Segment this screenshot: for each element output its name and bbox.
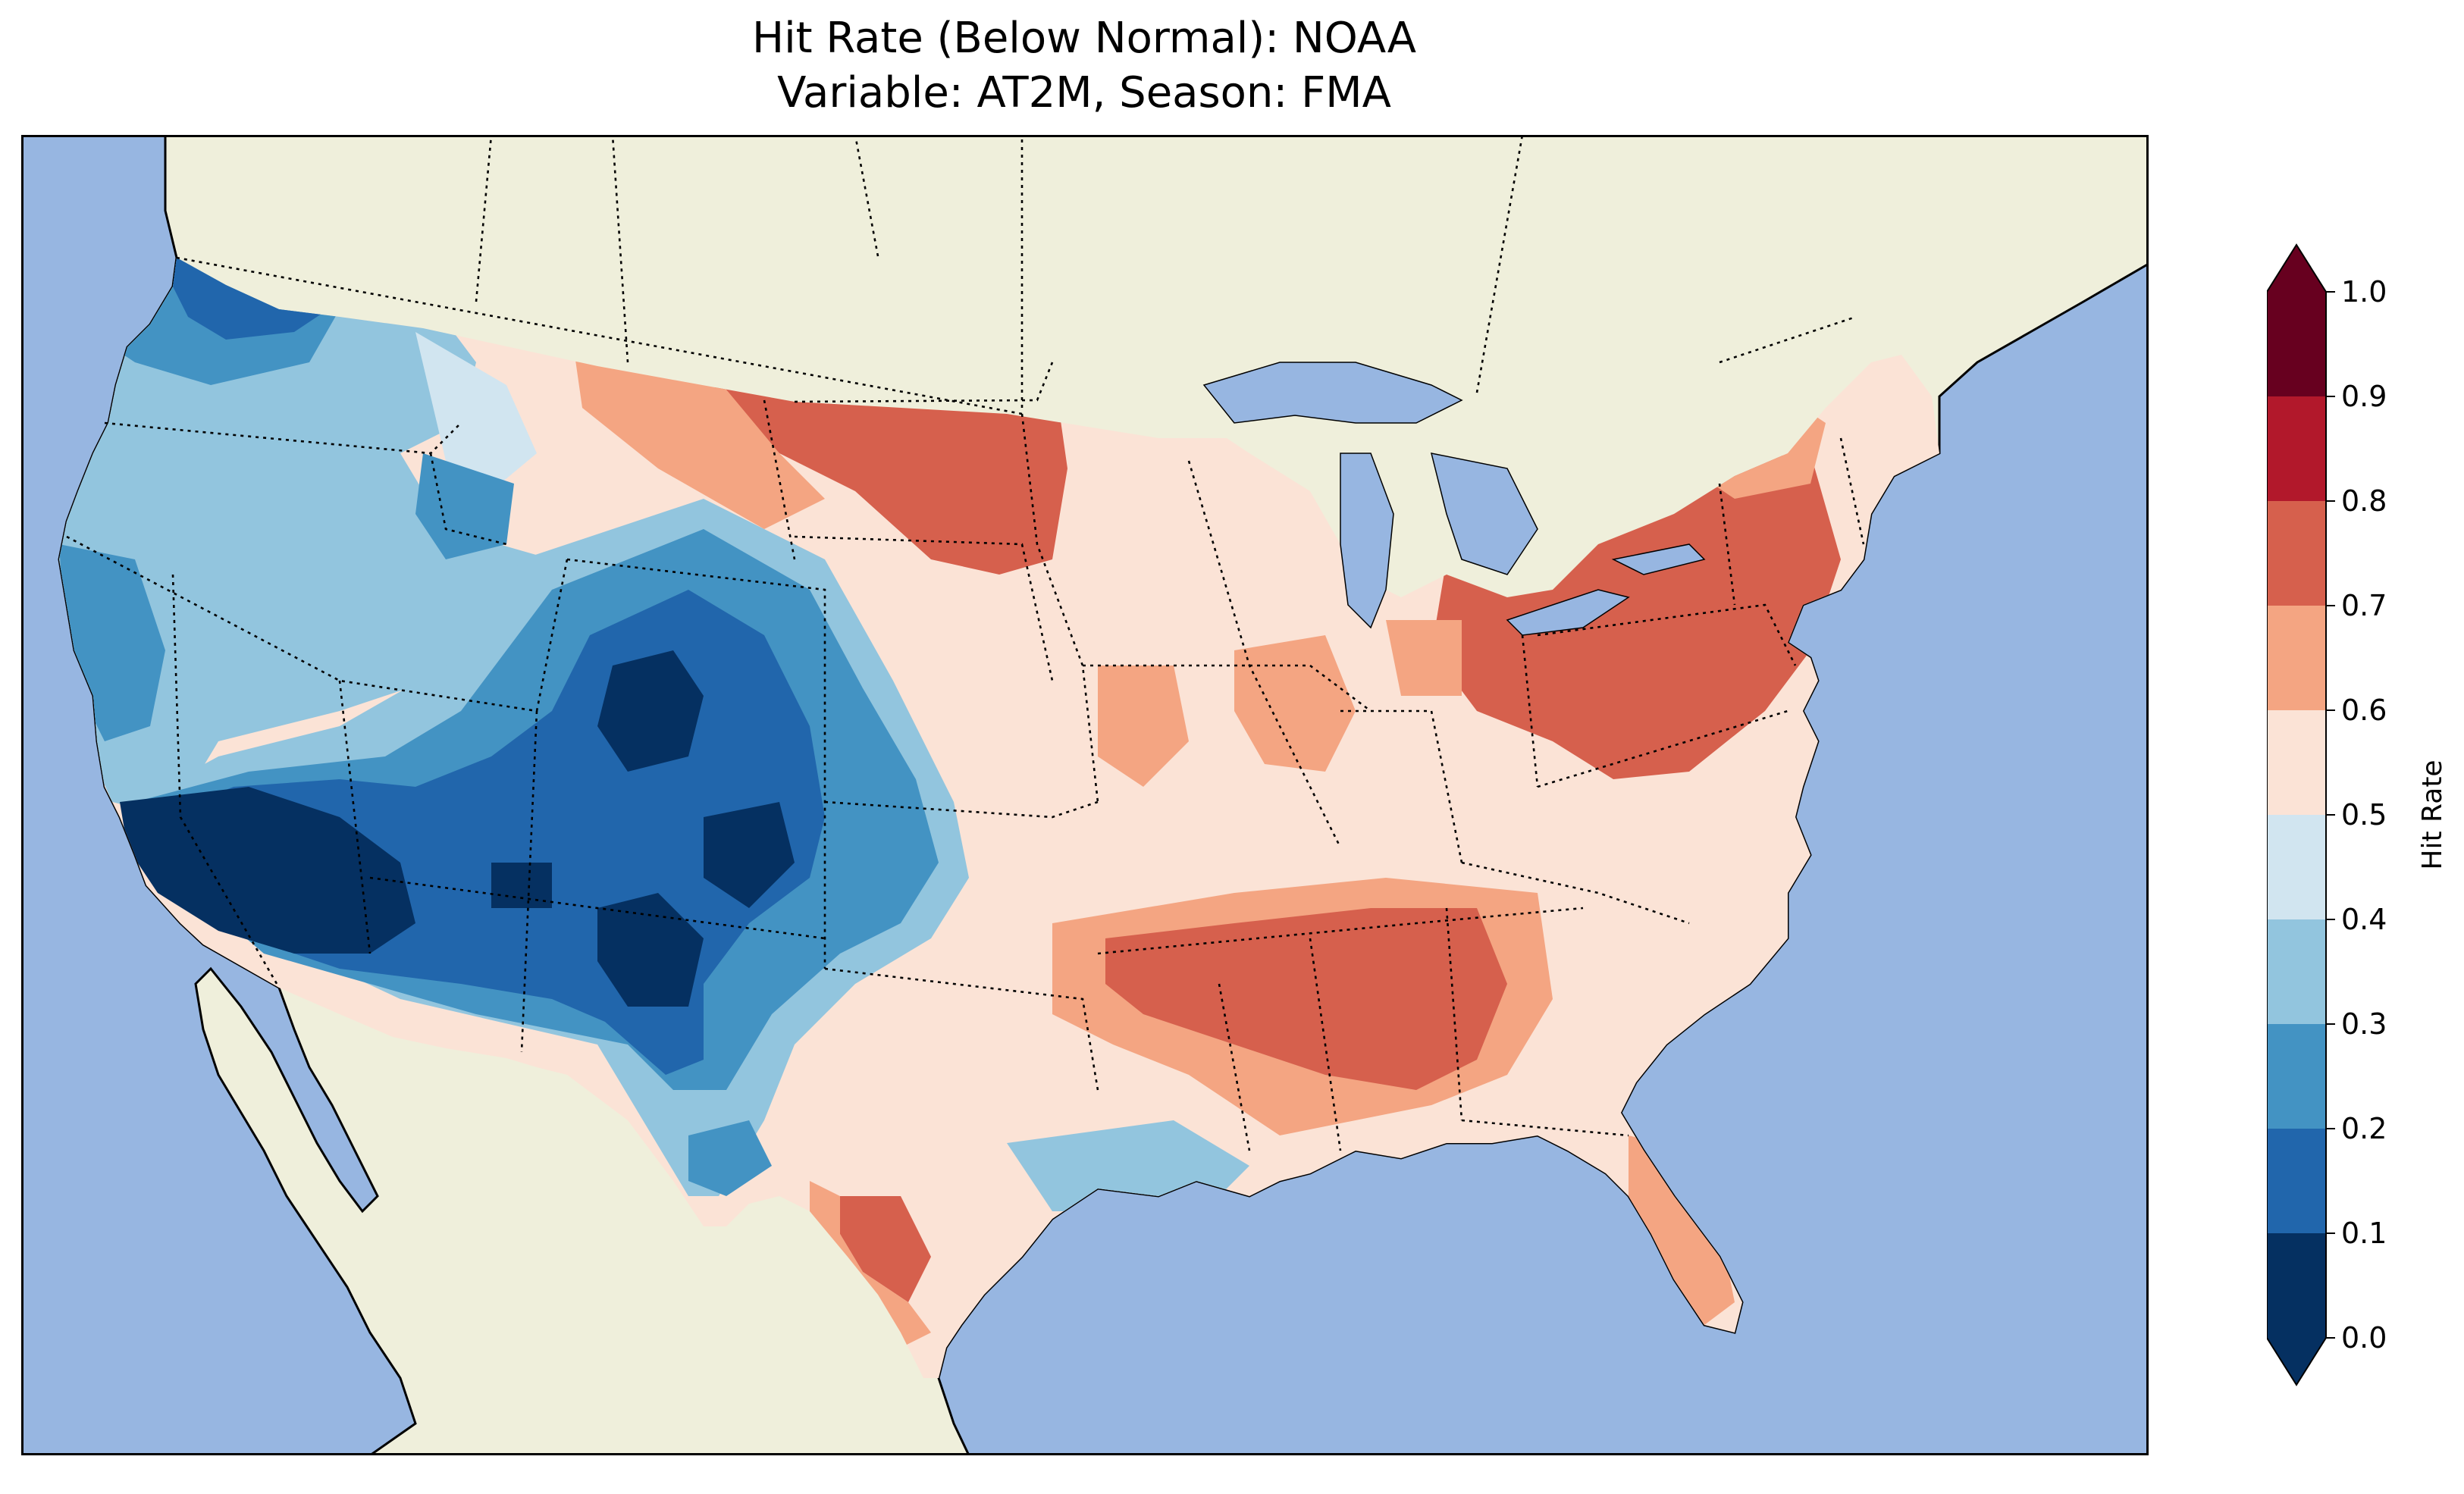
region-south-texas-salmon <box>810 1181 931 1348</box>
colorbar-bin-6 <box>2267 606 2326 710</box>
colorbar-bin-3 <box>2267 919 2326 1024</box>
colorbar-ticks: 0.0 0.1 0.2 0.3 0.4 0.5 0.6 0.7 0.8 0.9 1.0 <box>2326 275 2387 1355</box>
border-nv-az <box>338 680 371 954</box>
region-midwest-salmon-2 <box>1098 666 1189 787</box>
border-fl <box>1461 1119 1629 1137</box>
colorbar-tick-label: 1.0 <box>2341 275 2387 309</box>
region-idaho-light <box>415 332 537 491</box>
colorbar-bin-7 <box>2267 501 2326 606</box>
border-canada-provinces-2 <box>854 135 879 257</box>
chart-title: Hit Rate (Below Normal): NOAA <box>751 14 1417 63</box>
colorbar-bin-0 <box>2267 1233 2326 1338</box>
border-ca-nv <box>171 574 281 988</box>
region-colorado-dark <box>597 650 704 772</box>
colorbar: 0.0 0.1 0.2 0.3 0.4 0.5 0.6 0.7 0.8 0.9 1.0 Hit Ra… <box>2267 243 2448 1386</box>
border-va-nc <box>1537 709 1788 788</box>
region-new-mexico-dark <box>597 893 704 1007</box>
region-four-corners-dark <box>704 802 795 908</box>
lake-erie <box>1506 589 1630 636</box>
colorbar-tick-label: 0.8 <box>2341 484 2387 518</box>
border-four-corners <box>369 876 826 940</box>
region-west-texas <box>688 1120 772 1196</box>
colorbar-bin-2 <box>2267 1024 2326 1129</box>
colorbar-tick-label: 0.5 <box>2341 798 2387 832</box>
colorbar-tick-label: 0.6 <box>2341 694 2387 727</box>
colorbar-tick-label: 0.2 <box>2341 1112 2387 1145</box>
lake-ontario <box>1611 543 1706 575</box>
lake-huron <box>1430 453 1538 575</box>
lake-superior <box>1202 362 1463 424</box>
region-midwest-salmon-3 <box>1386 620 1462 696</box>
colorbar-bin-4 <box>2267 815 2326 919</box>
region-midwest-salmon-1 <box>1234 635 1356 772</box>
border-canada-provinces-3 <box>611 135 629 363</box>
colorbar-extend-max <box>2267 245 2326 292</box>
colorbar-tick-label: 0.3 <box>2341 1007 2387 1041</box>
border-in <box>1340 709 1463 863</box>
region-south-texas <box>840 1196 931 1302</box>
border-al-ga <box>1445 907 1463 1121</box>
border-nd-sd <box>794 362 1054 403</box>
border-ar-tn <box>1097 907 1584 955</box>
colorbar-bins <box>2267 243 2327 1386</box>
border-oh-wv <box>1521 634 1539 788</box>
colorbar-tick-label: 0.4 <box>2341 903 2387 936</box>
border-id-mt <box>429 453 507 546</box>
border-ok-tx <box>824 967 1099 1091</box>
colorbar-bin-9 <box>2267 292 2326 396</box>
state-borders <box>66 135 1865 1151</box>
border-sd-ne <box>794 535 1054 681</box>
lakes <box>1202 362 1706 636</box>
border-ca-nv-ut <box>66 535 569 713</box>
colorbar-bin-8 <box>2267 396 2326 501</box>
colorbar-tick-label: 0.7 <box>2341 589 2387 622</box>
border-ia-mo <box>1083 664 1372 713</box>
border-ny-vt <box>1718 483 1736 606</box>
colorbar-label: Hit Rate <box>2417 760 2448 869</box>
region-idaho-blue <box>415 453 514 559</box>
border-canada-provinces-5 <box>1475 135 1524 393</box>
border-canada-provinces-4 <box>475 135 493 302</box>
lake-michigan <box>1340 453 1394 629</box>
us-canada-border-east <box>1719 315 1857 364</box>
colorbar-bin-1 <box>2267 1129 2326 1233</box>
region-deep-south <box>1105 908 1507 1090</box>
border-la-ms <box>1218 983 1251 1151</box>
colorbar-tick-label: 0.9 <box>2341 380 2387 413</box>
colorbar-tick-label: 0.1 <box>2341 1217 2387 1250</box>
border-wi-il <box>1187 460 1342 848</box>
border-tn-nc <box>1461 861 1690 925</box>
map-panel <box>21 135 2149 1455</box>
colorbar-tick-label: 0.0 <box>2341 1321 2387 1355</box>
border-co <box>566 558 826 969</box>
chart-subtitle: Variable: AT2M, Season: FMA <box>777 68 1391 117</box>
border-pa-ny <box>1537 603 1797 666</box>
colorbar-bin-5 <box>2267 710 2326 815</box>
colorbar-extend-min <box>2267 1338 2326 1385</box>
region-southern-california-nevada <box>120 787 415 954</box>
border-ms-al <box>1309 938 1342 1151</box>
border-ks-ok <box>824 800 1099 819</box>
map-frame <box>21 135 2149 1455</box>
border-nh-me <box>1839 437 1865 545</box>
region-florida <box>1629 1135 1735 1325</box>
